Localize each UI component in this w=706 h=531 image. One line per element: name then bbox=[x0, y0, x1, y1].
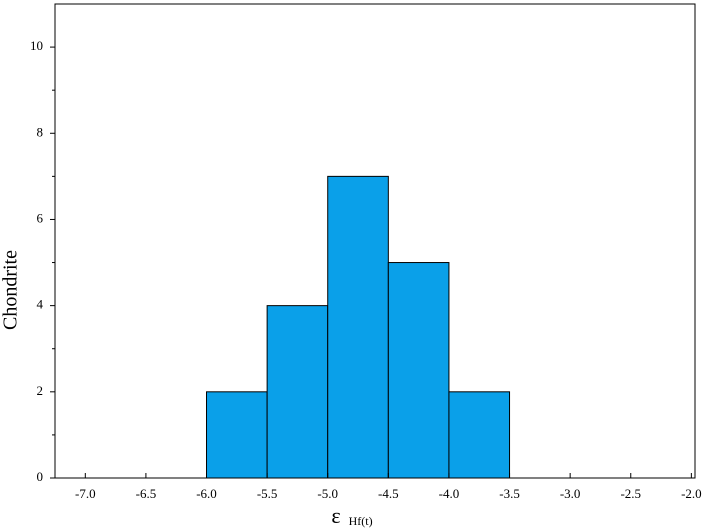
x-tick-label: -2.0 bbox=[681, 486, 702, 501]
y-tick-label: 4 bbox=[37, 297, 44, 312]
y-tick-label: 2 bbox=[37, 383, 44, 398]
x-tick-label: -3.5 bbox=[499, 486, 520, 501]
x-tick-label: -4.5 bbox=[378, 486, 399, 501]
x-tick-label: -3.0 bbox=[560, 486, 581, 501]
x-tick-label: -6.5 bbox=[136, 486, 157, 501]
y-axis-label: Chondrite bbox=[0, 250, 22, 330]
x-tick-label: -6.0 bbox=[196, 486, 217, 501]
x-label-symbol: ε bbox=[331, 503, 340, 528]
y-tick-label: 8 bbox=[37, 124, 44, 139]
bar bbox=[387, 262, 450, 479]
bar bbox=[266, 305, 329, 479]
x-axis-label: ε Hf(t) bbox=[331, 503, 372, 528]
y-tick-label: 0 bbox=[37, 469, 44, 484]
x-label-subscript: Hf(t) bbox=[349, 514, 373, 528]
x-tick-label: -2.5 bbox=[620, 486, 641, 501]
y-tick-label: 6 bbox=[37, 210, 44, 225]
bar bbox=[206, 391, 268, 479]
x-tick-label: -5.0 bbox=[317, 486, 338, 501]
y-tick-label: 10 bbox=[30, 38, 43, 53]
x-tick-label: -5.5 bbox=[257, 486, 278, 501]
bar bbox=[448, 391, 511, 479]
plot-frame bbox=[54, 3, 696, 479]
bar bbox=[327, 175, 389, 479]
x-tick-label: -7.0 bbox=[75, 486, 96, 501]
x-tick-label: -4.0 bbox=[439, 486, 460, 501]
